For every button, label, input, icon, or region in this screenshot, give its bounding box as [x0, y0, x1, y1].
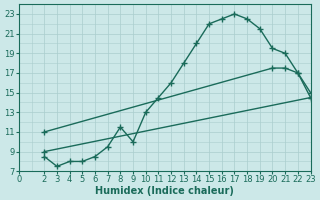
- X-axis label: Humidex (Indice chaleur): Humidex (Indice chaleur): [95, 186, 234, 196]
